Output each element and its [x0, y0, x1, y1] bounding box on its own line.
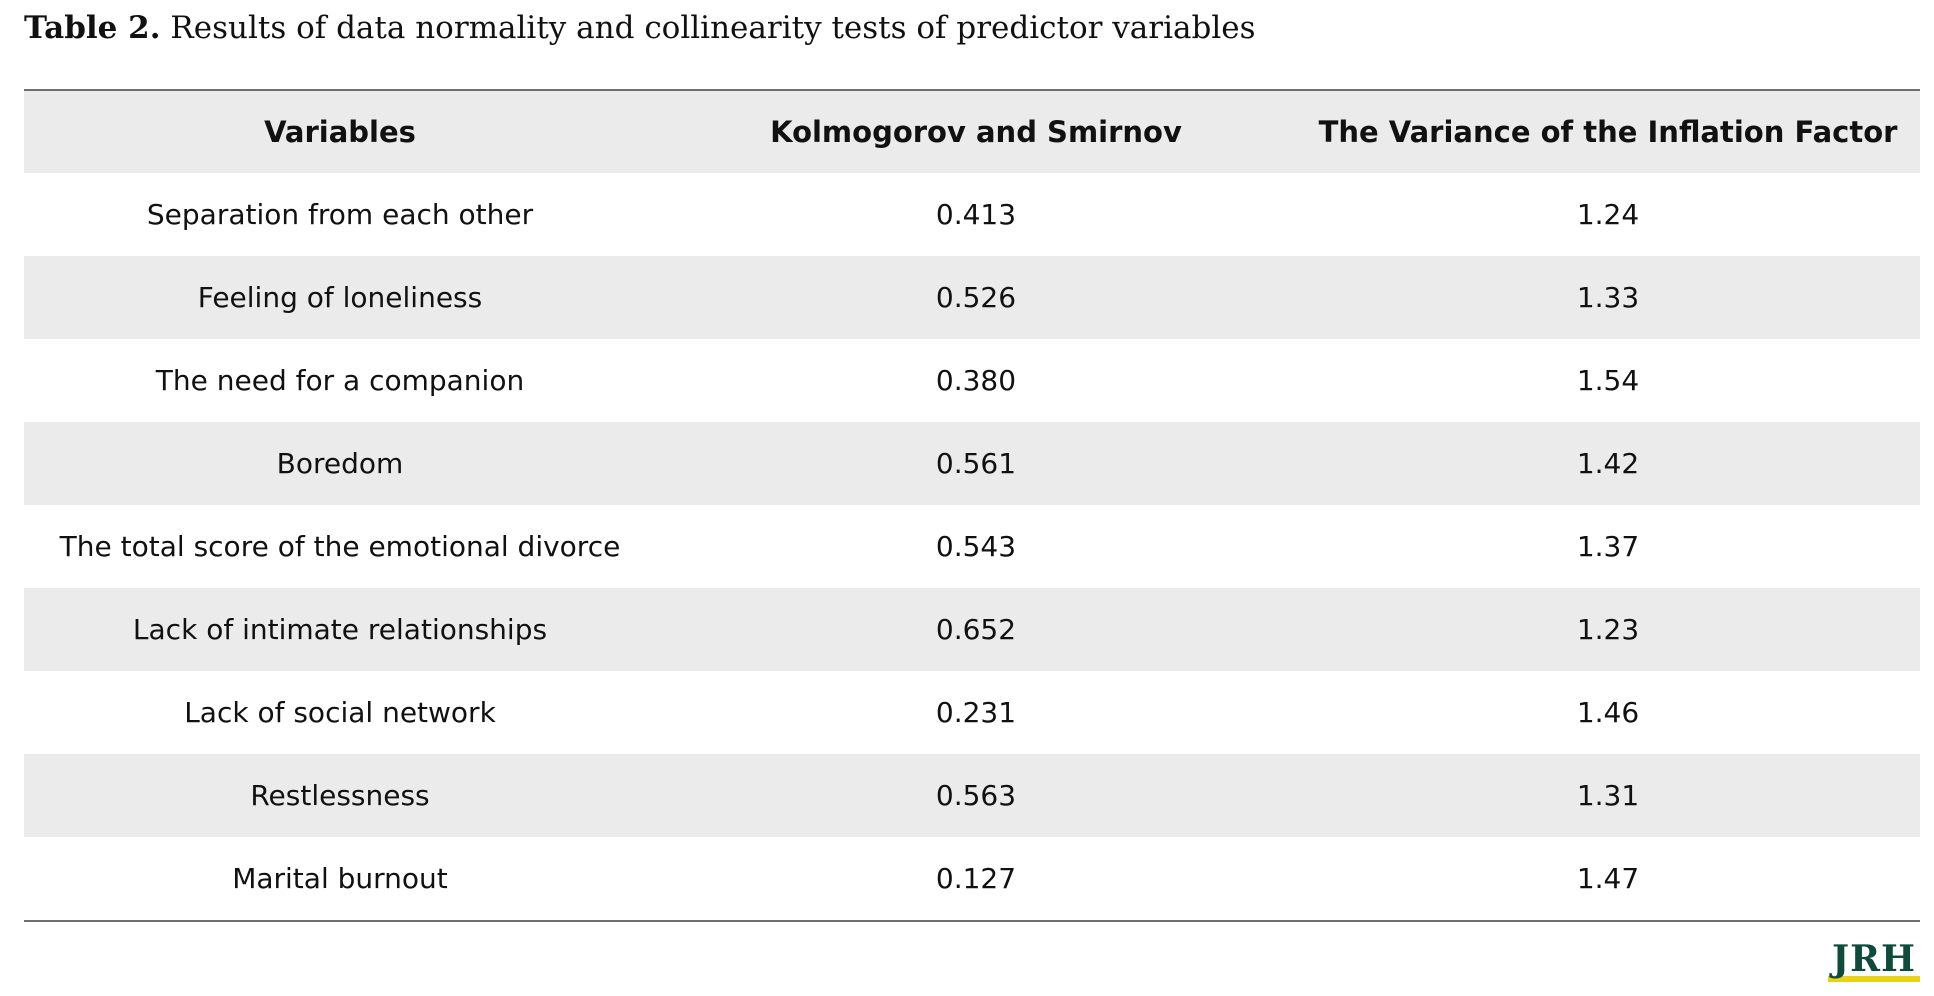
variable-cell: The need for a companion [155, 364, 525, 397]
vif-cell: 1.47 [1576, 862, 1640, 895]
vif-cell: 1.33 [1296, 256, 1920, 339]
vif-cell: 1.54 [1576, 364, 1640, 397]
results-table: Variables Kolmogorov and Smirnov The Var… [24, 89, 1920, 922]
table-row: The total score of the emotional divorce… [24, 505, 1920, 588]
vif-cell: 1.37 [1576, 530, 1640, 563]
vif-cell: 1.46 [1576, 696, 1640, 729]
ks-cell: 0.563 [656, 754, 1296, 837]
table-row: Boredom 0.561 1.42 [24, 422, 1920, 505]
table-row: Feeling of loneliness 0.526 1.33 [24, 256, 1920, 339]
variable-cell: Boredom [24, 422, 656, 505]
header-kolmogorov-smirnov: Kolmogorov and Smirnov [656, 90, 1296, 173]
ks-cell: 0.380 [935, 364, 1017, 397]
variable-cell: Restlessness [24, 754, 656, 837]
variable-cell: Separation from each other [146, 198, 534, 231]
table-header-row: Variables Kolmogorov and Smirnov The Var… [24, 90, 1920, 173]
ks-cell: 0.127 [935, 862, 1017, 895]
journal-logo: JRH [1828, 941, 1920, 982]
ks-cell: 0.526 [656, 256, 1296, 339]
variable-cell: Marital burnout [232, 862, 448, 895]
vif-cell: 1.23 [1296, 588, 1920, 671]
variable-cell: Lack of intimate relationships [24, 588, 656, 671]
header-variance-inflation-factor: The Variance of the Inflation Factor [1296, 90, 1920, 173]
table-row: Lack of social network 0.231 1.46 [24, 671, 1920, 754]
table-caption-label: Table 2. [24, 10, 161, 46]
ks-cell: 0.543 [935, 530, 1017, 563]
vif-cell: 1.31 [1296, 754, 1920, 837]
table-row: Restlessness 0.563 1.31 [24, 754, 1920, 837]
variable-cell: The total score of the emotional divorce [59, 530, 621, 563]
header-variables: Variables [24, 90, 656, 173]
table-row: Lack of intimate relationships 0.652 1.2… [24, 588, 1920, 671]
ks-cell: 0.652 [656, 588, 1296, 671]
vif-cell: 1.42 [1296, 422, 1920, 505]
ks-cell: 0.413 [935, 198, 1017, 231]
ks-cell: 0.231 [935, 696, 1017, 729]
variable-cell: Lack of social network [184, 696, 496, 729]
table-row: The need for a companion 0.380 1.54 [24, 339, 1920, 422]
ks-cell: 0.561 [656, 422, 1296, 505]
table-row: Separation from each other 0.413 1.24 [24, 173, 1920, 256]
vif-cell: 1.24 [1576, 198, 1640, 231]
variable-cell: Feeling of loneliness [24, 256, 656, 339]
table-caption-text: Results of data normality and collineari… [170, 10, 1256, 46]
table-row: Marital burnout 0.127 1.47 [24, 837, 1920, 921]
table-caption: Table 2. Results of data normality and c… [24, 10, 1256, 46]
